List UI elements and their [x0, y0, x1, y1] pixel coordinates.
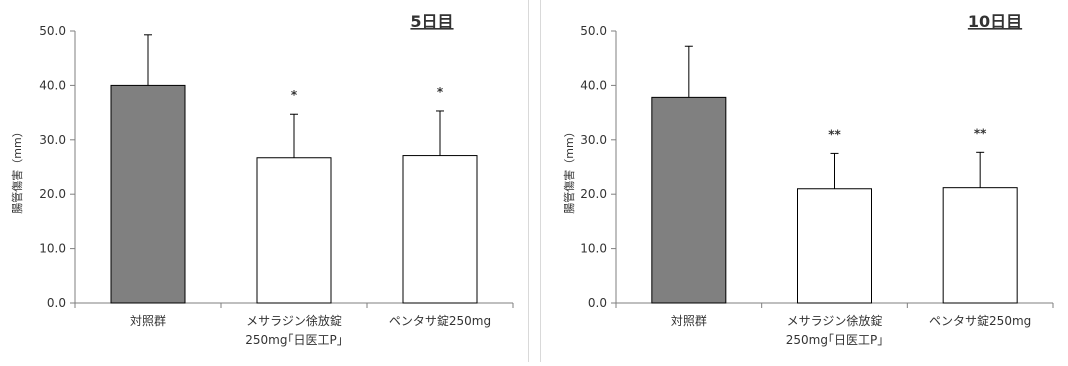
x-tick-label: ペンタサ錠250mg	[929, 313, 1031, 328]
chart-panel-day10: 10日目 腸管傷害（mm） 0.0 10.0 20.0 30.0 40.0 50.0 対照群…	[541, 0, 1068, 362]
x-tick-label: メサラジン徐放錠	[246, 313, 342, 328]
bar-chart-day5: 5日目 腸管傷害（mm） 0.0 10.0 20.0 30.0 40.0 50.0 対照群 *…	[10, 12, 514, 347]
y-tick-label: 30.0	[580, 133, 607, 147]
y-tick-label: 0.0	[588, 296, 607, 310]
bar	[110, 84, 186, 304]
plot-area: 0.0 10.0 20.0 30.0 40.0 50.0 対照群 ** メサラジン徐放錠 250m…	[580, 24, 1054, 347]
y-axis-label: 腸管傷害（mm）	[10, 126, 24, 213]
plot-area: 0.0 10.0 20.0 30.0 40.0 50.0 対照群 * メサラジン徐放錠 250mg…	[39, 24, 514, 347]
y-tick-label: 50.0	[39, 24, 66, 38]
y-tick-label: 40.0	[580, 78, 607, 92]
x-tick-label: ペンタサ錠250mg	[389, 313, 491, 328]
x-tick-label: 250mg｢日医工P｣	[245, 333, 342, 347]
y-axis-label: 腸管傷害（mm）	[562, 126, 576, 213]
significance-marker: **	[974, 126, 987, 140]
x-tick-label: 対照群	[130, 314, 166, 328]
bar	[256, 157, 332, 304]
x-tick-label: 対照群	[671, 314, 707, 328]
x-tick-label: 250mg｢日医工P｣	[786, 333, 883, 347]
chart-title: 5日目	[410, 12, 453, 31]
panel-divider	[528, 0, 529, 362]
y-tick-label: 20.0	[580, 187, 607, 201]
panel-divider	[540, 0, 541, 362]
x-tick-label: メサラジン徐放錠	[787, 313, 883, 328]
bar	[942, 187, 1018, 304]
significance-marker: *	[291, 88, 298, 102]
y-tick-label: 50.0	[580, 24, 607, 38]
y-tick-label: 40.0	[39, 78, 66, 92]
bar	[797, 188, 872, 304]
bar-chart-day10: 10日目 腸管傷害（mm） 0.0 10.0 20.0 30.0 40.0 50.0 対照群…	[562, 12, 1054, 347]
significance-marker: **	[828, 127, 841, 141]
y-tick-label: 30.0	[39, 133, 66, 147]
y-tick-label: 20.0	[39, 187, 66, 201]
chart-panel-day5: 5日目 腸管傷害（mm） 0.0 10.0 20.0 30.0 40.0 50.0 対照群 *…	[0, 0, 528, 362]
bar	[651, 96, 727, 304]
significance-marker: *	[437, 85, 444, 99]
bar	[402, 155, 478, 304]
y-tick-label: 10.0	[39, 242, 66, 256]
y-tick-label: 0.0	[47, 296, 66, 310]
y-tick-label: 10.0	[580, 242, 607, 256]
chart-title: 10日目	[968, 12, 1022, 31]
